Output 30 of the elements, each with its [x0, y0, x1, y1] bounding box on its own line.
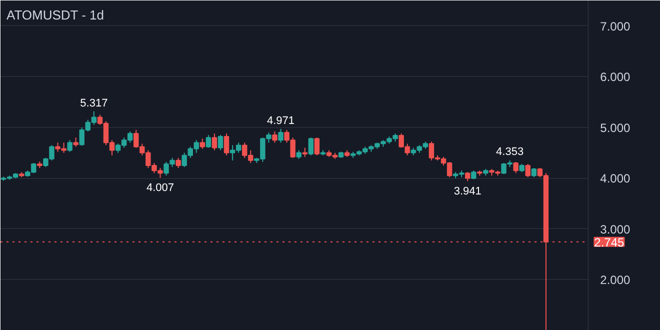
ref-line-label: 2.745: [594, 235, 625, 250]
candlestick: [200, 138, 206, 150]
candlestick: [314, 137, 320, 156]
candlestick: [67, 140, 72, 152]
candlestick: [224, 133, 230, 156]
candlestick: [218, 134, 224, 151]
text: ATOMUSDT - 1d: [6, 8, 104, 22]
candlestick: [531, 168, 537, 178]
annotation: 3.941: [454, 185, 482, 198]
candlestick: [278, 128, 284, 144]
candlestick: [513, 161, 518, 174]
candlestick: [212, 133, 218, 151]
candlestick: [206, 134, 212, 148]
candlestick: [525, 163, 531, 178]
candlestick: [73, 137, 78, 148]
candlestick: [302, 147, 308, 158]
annotation: 4.971: [267, 114, 295, 127]
annotation: 5.317: [80, 97, 108, 110]
y-tick-label: 3.000: [600, 222, 631, 236]
candlestick: [272, 130, 278, 144]
annotation: 4.007: [146, 182, 174, 194]
annotation: 4.353: [496, 146, 524, 158]
y-tick-label: 5.000: [600, 120, 631, 135]
y-tick-label: 6.000: [600, 70, 631, 84]
candlestick: [465, 172, 470, 182]
candlestick: [308, 137, 314, 156]
y-tick-label: 2.000: [600, 273, 631, 288]
y-tick-label: 7.000: [600, 19, 631, 34]
y-tick-label: 4.000: [600, 172, 631, 186]
candlestick: [176, 157, 181, 169]
